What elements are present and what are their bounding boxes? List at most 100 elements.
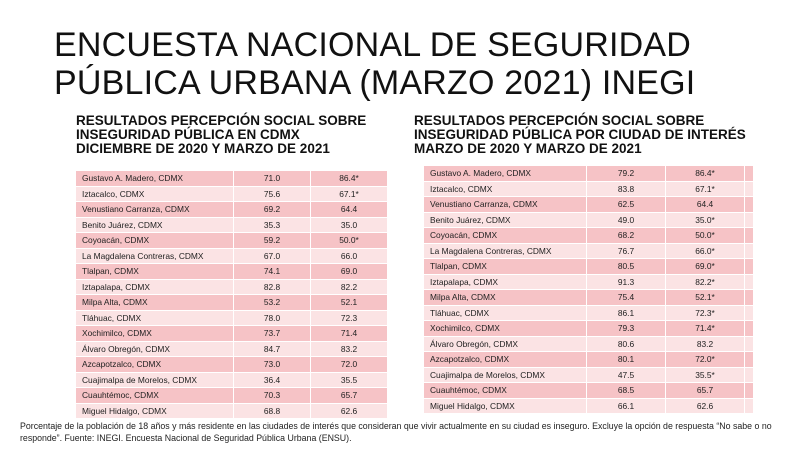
row-label: Coyoacán, CDMX bbox=[76, 232, 234, 249]
row-label: Iztacalco, CDMX bbox=[76, 186, 234, 202]
left-table-heading: RESULTADOS PERCEPCIÓN SOCIAL SOBRE INSEG… bbox=[76, 113, 367, 156]
row-value-second: 72.3* bbox=[665, 305, 745, 321]
row-label: La Magdalena Contreras, CDMX bbox=[76, 248, 234, 264]
row-value-second: 72.0* bbox=[665, 351, 745, 368]
left-results-table: Gustavo A. Madero, CDMX 71.0 86.4* Iztacalc… bbox=[76, 171, 388, 419]
row-label: Gustavo A. Madero, CDMX bbox=[424, 166, 587, 182]
table-row: Xochimilco, CDMX 79.3 71.4* bbox=[424, 320, 754, 337]
row-label: Tlalpan, CDMX bbox=[424, 258, 587, 275]
row-value-second: 64.4 bbox=[665, 196, 745, 213]
row-value-second: 69.0 bbox=[310, 263, 388, 280]
row-value-second: 65.7 bbox=[310, 387, 388, 404]
row-value-first: 53.2 bbox=[233, 294, 311, 311]
row-label: Cuajimalpa de Morelos, CDMX bbox=[424, 367, 587, 383]
table-row: Cuajimalpa de Morelos, CDMX 36.4 35.5 bbox=[76, 372, 388, 388]
right-results-table: Gustavo A. Madero, CDMX 79.2 86.4* Iztacalc… bbox=[424, 166, 754, 414]
row-label: Iztacalco, CDMX bbox=[424, 181, 587, 197]
row-cut-off-column bbox=[744, 382, 754, 399]
row-value-first: 67.0 bbox=[233, 248, 311, 264]
row-cut-off-column bbox=[744, 243, 754, 259]
row-value-first: 36.4 bbox=[233, 372, 311, 388]
table-row: Milpa Alta, CDMX 53.2 52.1 bbox=[76, 294, 388, 311]
row-value-second: 64.4 bbox=[310, 201, 388, 218]
row-label: Cuauhtémoc, CDMX bbox=[424, 382, 587, 399]
row-cut-off-column bbox=[744, 196, 754, 213]
table-row: Iztacalco, CDMX 75.6 67.1* bbox=[76, 186, 388, 202]
row-cut-off-column bbox=[744, 181, 754, 197]
row-cut-off-column bbox=[744, 305, 754, 321]
row-value-first: 74.1 bbox=[233, 263, 311, 280]
row-value-first: 59.2 bbox=[233, 232, 311, 249]
table-row: Coyoacán, CDMX 59.2 50.0* bbox=[76, 232, 388, 249]
table-row: La Magdalena Contreras, CDMX 76.7 66.0* bbox=[424, 243, 754, 259]
row-value-first: 73.0 bbox=[233, 356, 311, 373]
row-value-first: 70.3 bbox=[233, 387, 311, 404]
table-row: Tláhuac, CDMX 86.1 72.3* bbox=[424, 305, 754, 321]
row-label: Benito Juárez, CDMX bbox=[76, 217, 234, 233]
row-cut-off-column bbox=[744, 258, 754, 275]
row-value-second: 52.1* bbox=[665, 289, 745, 306]
table-row: Álvaro Obregón, CDMX 84.7 83.2 bbox=[76, 341, 388, 357]
row-label: Venustiano Carranza, CDMX bbox=[424, 196, 587, 213]
table-row: Miguel Hidalgo, CDMX 68.8 62.6 bbox=[76, 403, 388, 419]
row-value-first: 49.0 bbox=[586, 212, 666, 228]
row-label: Azcapotzalco, CDMX bbox=[76, 356, 234, 373]
row-value-second: 71.4* bbox=[665, 320, 745, 337]
row-value-first: 68.2 bbox=[586, 227, 666, 244]
row-cut-off-column bbox=[744, 320, 754, 337]
table-row: Tláhuac, CDMX 78.0 72.3 bbox=[76, 310, 388, 326]
row-label: Gustavo A. Madero, CDMX bbox=[76, 171, 234, 187]
row-label: Iztapalapa, CDMX bbox=[424, 274, 587, 290]
row-label: Xochimilco, CDMX bbox=[76, 325, 234, 342]
table-row: Azcapotzalco, CDMX 80.1 72.0* bbox=[424, 351, 754, 368]
row-value-second: 83.2 bbox=[310, 341, 388, 357]
row-value-first: 68.5 bbox=[586, 382, 666, 399]
row-value-first: 91.3 bbox=[586, 274, 666, 290]
row-value-second: 69.0* bbox=[665, 258, 745, 275]
row-value-second: 66.0 bbox=[310, 248, 388, 264]
row-value-first: 84.7 bbox=[233, 341, 311, 357]
row-label: Cuajimalpa de Morelos, CDMX bbox=[76, 372, 234, 388]
row-label: Milpa Alta, CDMX bbox=[76, 294, 234, 311]
right-table-heading: RESULTADOS PERCEPCIÓN SOCIAL SOBRE INSEG… bbox=[414, 113, 746, 156]
table-row: Cuajimalpa de Morelos, CDMX 47.5 35.5* bbox=[424, 367, 754, 383]
table-row: Tlalpan, CDMX 80.5 69.0* bbox=[424, 258, 754, 275]
footnote: Porcentaje de la población de 18 años y … bbox=[20, 421, 772, 443]
row-label: Xochimilco, CDMX bbox=[424, 320, 587, 337]
table-row: Miguel Hidalgo, CDMX 66.1 62.6 bbox=[424, 398, 754, 414]
row-value-second: 50.0* bbox=[665, 227, 745, 244]
row-label: Álvaro Obregón, CDMX bbox=[76, 341, 234, 357]
row-cut-off-column bbox=[744, 351, 754, 368]
row-label: Milpa Alta, CDMX bbox=[424, 289, 587, 306]
table-row: Benito Juárez, CDMX 35.3 35.0 bbox=[76, 217, 388, 233]
row-value-first: 80.1 bbox=[586, 351, 666, 368]
row-value-second: 72.3 bbox=[310, 310, 388, 326]
row-label: Miguel Hidalgo, CDMX bbox=[424, 398, 587, 414]
table-row: Iztapalapa, CDMX 91.3 82.2* bbox=[424, 274, 754, 290]
row-cut-off-column bbox=[744, 367, 754, 383]
row-label: Cuauhtémoc, CDMX bbox=[76, 387, 234, 404]
row-value-first: 35.3 bbox=[233, 217, 311, 233]
row-value-second: 67.1* bbox=[310, 186, 388, 202]
row-value-second: 62.6 bbox=[665, 398, 745, 414]
table-row: Milpa Alta, CDMX 75.4 52.1* bbox=[424, 289, 754, 306]
table-row: Benito Juárez, CDMX 49.0 35.0* bbox=[424, 212, 754, 228]
table-row: Venustiano Carranza, CDMX 69.2 64.4 bbox=[76, 201, 388, 218]
row-value-second: 67.1* bbox=[665, 181, 745, 197]
row-value-second: 50.0* bbox=[310, 232, 388, 249]
row-value-second: 35.0* bbox=[665, 212, 745, 228]
row-label: Tláhuac, CDMX bbox=[424, 305, 587, 321]
row-value-second: 65.7 bbox=[665, 382, 745, 399]
table-row: Iztapalapa, CDMX 82.8 82.2 bbox=[76, 279, 388, 295]
row-value-second: 82.2* bbox=[665, 274, 745, 290]
row-value-first: 78.0 bbox=[233, 310, 311, 326]
table-row: Gustavo A. Madero, CDMX 79.2 86.4* bbox=[424, 166, 754, 182]
row-cut-off-column bbox=[744, 166, 754, 182]
row-label: Iztapalapa, CDMX bbox=[76, 279, 234, 295]
row-label: Coyoacán, CDMX bbox=[424, 227, 587, 244]
row-value-first: 80.6 bbox=[586, 336, 666, 352]
table-row: Venustiano Carranza, CDMX 62.5 64.4 bbox=[424, 196, 754, 213]
table-row: Iztacalco, CDMX 83.8 67.1* bbox=[424, 181, 754, 197]
row-label: Benito Juárez, CDMX bbox=[424, 212, 587, 228]
row-value-second: 72.0 bbox=[310, 356, 388, 373]
